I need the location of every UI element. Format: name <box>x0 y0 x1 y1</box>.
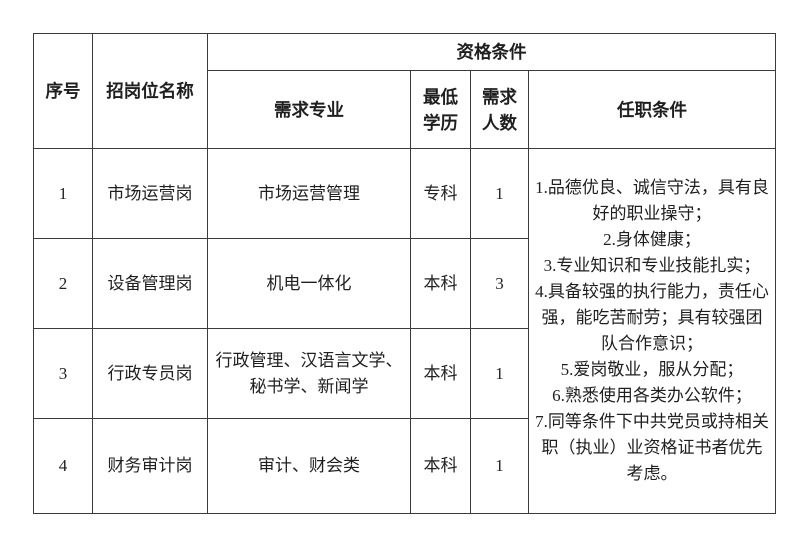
header-row-qualification: 序号 招岗位名称 资格条件 <box>33 33 776 149</box>
header-cell-min-education: 最低学历 <box>410 70 471 149</box>
cell-position-name: 市场运营岗 <box>92 148 208 239</box>
header-cell-headcount: 需求人数 <box>470 70 529 149</box>
cell-headcount: 1 <box>470 328 529 419</box>
header-cell-position-name: 招岗位名称 <box>92 33 208 149</box>
cell-headcount: 1 <box>470 418 529 514</box>
header-cell-qualification: 资格条件 <box>207 33 776 71</box>
header-cell-requirements: 任职条件 <box>528 70 776 149</box>
cell-required-major: 行政管理、汉语言文学、秘书学、新闻学 <box>207 328 411 419</box>
cell-min-education: 本科 <box>410 328 471 419</box>
cell-required-major: 审计、财会类 <box>207 418 411 514</box>
cell-serial-number: 4 <box>33 418 93 514</box>
header-cell-serial-number: 序号 <box>33 33 93 149</box>
cell-position-name: 设备管理岗 <box>92 238 208 329</box>
cell-position-name: 财务审计岗 <box>92 418 208 514</box>
cell-headcount: 1 <box>470 148 529 239</box>
table-row: 1 市场运营岗 市场运营管理 专科 1 1.品德优良、诚信守法，具有良好的职业操… <box>33 148 776 514</box>
cell-serial-number: 2 <box>33 238 93 329</box>
header-cell-required-major: 需求专业 <box>207 70 411 149</box>
recruitment-table: 序号 招岗位名称 资格条件 需求专业 最低学历 需求人数 任职条件 1 市场运营… <box>33 33 776 514</box>
cell-min-education: 专科 <box>410 148 471 239</box>
cell-requirements-list: 1.品德优良、诚信守法，具有良好的职业操守； 2.身体健康； 3.专业知识和专业… <box>528 148 776 514</box>
header-row-subcolumns: 需求专业 最低学历 需求人数 任职条件 <box>34 70 776 149</box>
cell-required-major: 机电一体化 <box>207 238 411 329</box>
cell-min-education: 本科 <box>410 238 471 329</box>
cell-serial-number: 3 <box>33 328 93 419</box>
cell-min-education: 本科 <box>410 418 471 514</box>
cell-required-major: 市场运营管理 <box>207 148 411 239</box>
cell-position-name: 行政专员岗 <box>92 328 208 419</box>
cell-serial-number: 1 <box>33 148 93 239</box>
table-row: 4 财务审计岗 审计、财会类 本科 1 <box>33 418 776 514</box>
cell-headcount: 3 <box>470 238 529 329</box>
